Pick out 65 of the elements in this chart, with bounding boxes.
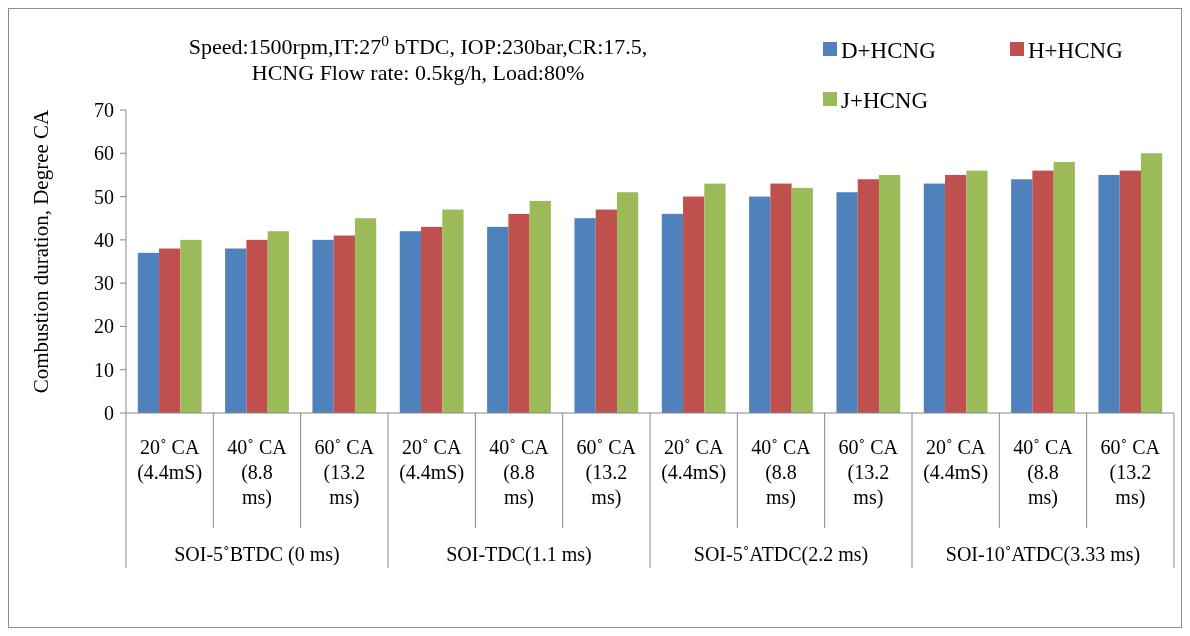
chart-title: Speed:1500rpm,IT:27$^{0}$ bTDC, IOP:230bar,CR:17.5, HCNG Flow rate: 0.5kg/h, Load:80% — [188, 31, 648, 85]
text: SOI-5˚ATDC(2.2 ms) — [693, 543, 869, 566]
x-tick-label: 60˚ CA (13.2 ms) — [1100, 436, 1161, 509]
bar — [267, 231, 289, 413]
x-tick-label: 20˚ CA (4.4mS) — [661, 436, 727, 484]
x-tick-label: 40˚ CA (8.8 ms) — [489, 436, 550, 509]
bar — [312, 239, 334, 413]
bar — [1032, 170, 1054, 413]
bar — [180, 239, 202, 413]
bar — [945, 174, 967, 413]
bar — [137, 252, 160, 413]
y-axis-title: Combustion duration, Degree CA — [29, 108, 53, 394]
x-tick-label: 20˚ CA (4.4mS) — [137, 436, 203, 484]
text: SOI-TDC(1.1 ms) — [446, 543, 592, 566]
x-tick-label: 20˚ CA (4.4mS) — [923, 436, 989, 484]
bar — [704, 183, 726, 413]
x-tick-label: 60˚ CA (13.2 ms) — [576, 436, 637, 509]
y-tick-label: 20 — [94, 315, 114, 338]
bar — [1053, 161, 1075, 413]
bar — [1119, 170, 1141, 413]
bar — [1011, 179, 1033, 413]
bar — [616, 192, 639, 413]
bar — [421, 226, 443, 413]
bar — [661, 213, 684, 413]
bar — [1140, 153, 1163, 413]
y-tick-label: 40 — [94, 228, 114, 251]
bar — [1098, 174, 1120, 413]
y-tick-label: 0 — [104, 402, 114, 424]
bar — [246, 239, 268, 413]
text: SOI-5˚BTDC (0 ms) — [174, 543, 340, 566]
bar — [836, 192, 858, 413]
bar — [791, 187, 813, 413]
legend-label: D+HCNG — [841, 38, 936, 64]
legend-label: H+HCNG — [1028, 38, 1123, 64]
bar — [966, 170, 988, 413]
bar — [442, 209, 464, 413]
bar — [574, 218, 596, 413]
x-tick-label: 20˚ CA (4.4mS) — [399, 436, 465, 484]
bar — [529, 200, 551, 413]
bar — [225, 248, 247, 413]
bar — [878, 174, 901, 413]
x-tick-label: 40˚ CA (8.8 ms) — [1013, 436, 1074, 509]
bar — [857, 179, 879, 413]
y-tick-label: 50 — [94, 185, 114, 208]
x-tick-label: 60˚ CA (13.2 ms) — [838, 436, 899, 509]
y-tick-label: 70 — [94, 99, 114, 121]
bar — [923, 183, 946, 413]
bar — [354, 218, 377, 413]
x-tick-label: 40˚ CA (8.8 ms) — [227, 436, 288, 509]
y-tick-label: 60 — [94, 142, 114, 165]
x-tick-label: 40˚ CA (8.8 ms) — [751, 436, 812, 509]
y-tick-label: 10 — [94, 358, 114, 381]
bar — [487, 226, 509, 413]
y-tick-label: 30 — [94, 272, 114, 295]
text: SOI-10˚ATDC(3.33 ms) — [945, 543, 1141, 566]
bar — [749, 196, 771, 413]
bar — [333, 235, 355, 413]
bar — [399, 231, 422, 413]
bar — [159, 248, 181, 413]
bar — [595, 209, 617, 413]
legend-label: J+HCNG — [841, 88, 929, 114]
bar — [508, 213, 530, 413]
bar — [683, 196, 705, 413]
bar — [770, 183, 792, 413]
x-tick-label: 60˚ CA (13.2 ms) — [314, 436, 375, 509]
